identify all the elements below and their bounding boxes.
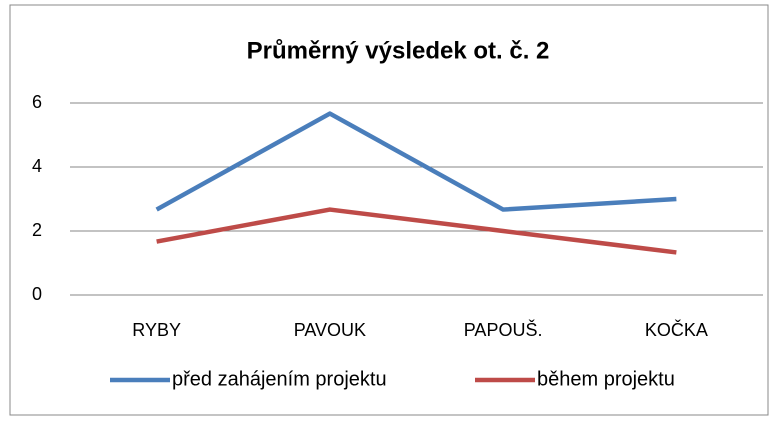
y-tick-label: 4: [32, 156, 42, 176]
y-tick-label: 2: [32, 220, 42, 240]
legend-label: před zahájením projektu: [172, 368, 387, 390]
series-line: [155, 111, 677, 212]
legend-label: během projektu: [537, 368, 675, 390]
x-tick-label: RYBY: [132, 320, 181, 340]
x-tick-label: PAVOUK: [294, 320, 366, 340]
y-tick-label: 0: [32, 284, 42, 304]
x-tick-label: KOČKA: [645, 319, 708, 340]
chart-frame: [9, 4, 769, 416]
y-tick-label: 6: [32, 92, 42, 112]
x-tick-label: PAPOUŠ.: [464, 319, 543, 340]
chart-title: Průměrný výsledek ot. č. 2: [247, 37, 550, 64]
series-line: [156, 207, 677, 255]
